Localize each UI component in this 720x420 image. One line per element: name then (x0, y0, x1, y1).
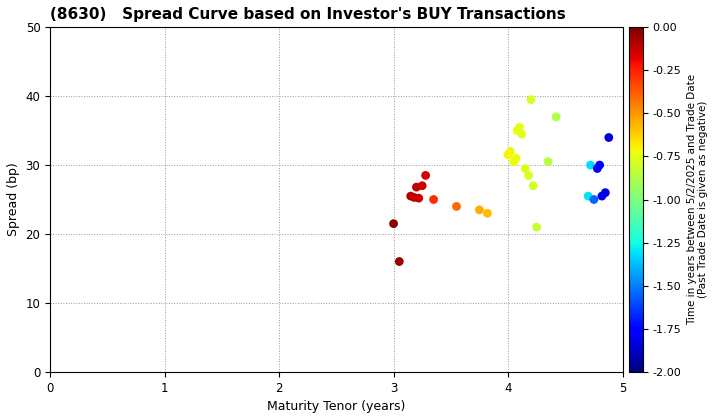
Y-axis label: Spread (bp): Spread (bp) (7, 163, 20, 236)
Point (410, 184, 422, 191)
Point (503, 151, 514, 158)
Point (603, 134, 615, 141)
Point (394, 258, 405, 265)
Point (523, 172, 534, 179)
Point (420, 172, 431, 179)
Text: (8630)   Spread Curve based on Investor's BUY Transactions: (8630) Spread Curve based on Investor's … (50, 7, 566, 22)
Point (531, 224, 542, 231)
Point (582, 193, 594, 199)
Point (514, 124, 526, 131)
Point (405, 193, 416, 199)
Point (585, 162, 596, 168)
Point (550, 113, 562, 120)
Point (588, 196, 600, 203)
Point (416, 182, 428, 189)
Point (596, 193, 608, 199)
Point (428, 196, 439, 203)
Point (594, 162, 606, 168)
Point (525, 96, 536, 103)
Point (516, 131, 528, 137)
X-axis label: Maturity Tenor (years): Maturity Tenor (years) (267, 400, 405, 413)
Point (542, 158, 554, 165)
Point (408, 194, 420, 201)
Point (528, 182, 539, 189)
Point (388, 220, 400, 227)
Point (508, 158, 520, 165)
Point (505, 148, 516, 155)
Point (600, 189, 611, 196)
Point (482, 210, 493, 217)
Point (511, 127, 523, 134)
Point (474, 207, 485, 213)
Y-axis label: Time in years between 5/2/2025 and Trade Date
(Past Trade Date is given as negat: Time in years between 5/2/2025 and Trade… (687, 74, 708, 325)
Point (592, 165, 603, 172)
Point (413, 195, 425, 202)
Point (451, 203, 462, 210)
Point (519, 165, 531, 172)
Point (510, 155, 522, 162)
